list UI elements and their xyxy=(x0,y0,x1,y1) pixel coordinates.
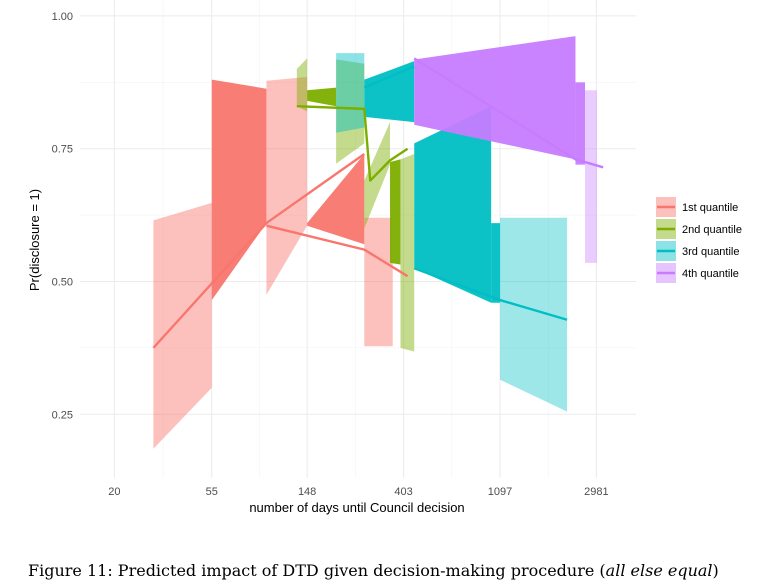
ribbon-series-1 xyxy=(307,154,365,245)
legend-label-3: 3rd quantile xyxy=(682,246,740,258)
ribbon-series-2 xyxy=(336,59,365,164)
line-series-4 xyxy=(413,57,604,169)
y-tick-label: 1.00 xyxy=(52,11,73,23)
x-tick-label: 403 xyxy=(394,486,412,498)
x-tick-label: 1097 xyxy=(488,486,512,498)
y-axis-title: Pr(disclosure = 1) xyxy=(27,189,42,291)
ribbon-series-4 xyxy=(575,82,585,165)
line-series-1 xyxy=(266,224,409,278)
legend: 1st quantile 2nd quantile 3rd quantile 4th … xyxy=(656,197,742,283)
y-axis-ticks: 0.25 0.50 0.75 1.00 xyxy=(52,11,73,421)
line-series-1 xyxy=(152,153,366,349)
caption-suffix: ) xyxy=(713,561,719,580)
ribbon-series-1 xyxy=(266,77,308,295)
line-series-3 xyxy=(363,65,415,89)
series-lines xyxy=(152,57,604,349)
ribbon-series-2 xyxy=(296,58,308,112)
ribbon-series-3 xyxy=(491,223,501,303)
legend-label-4: 4th quantile xyxy=(682,268,739,280)
ribbon-series-1 xyxy=(211,79,267,301)
ribbon-series-2 xyxy=(364,122,391,229)
line-series-2 xyxy=(296,105,409,182)
y-tick-label: 0.75 xyxy=(52,144,73,156)
ribbon-series-3 xyxy=(336,53,365,133)
ribbon-series-4 xyxy=(414,36,576,160)
caption-prefix: Figure 11: Predicted impact of DTD given… xyxy=(28,561,606,580)
uncertainty-bands xyxy=(153,36,597,449)
ribbon-series-2 xyxy=(390,159,401,265)
caption-italic: all else equal xyxy=(606,561,713,580)
x-axis-title: number of days until Council decision xyxy=(249,500,464,515)
ribbon-series-3 xyxy=(500,217,568,412)
ribbon-series-2 xyxy=(307,87,337,107)
x-tick-label: 148 xyxy=(298,486,316,498)
ribbon-series-1 xyxy=(364,217,393,347)
y-tick-label: 0.25 xyxy=(52,409,73,421)
y-tick-label: 0.50 xyxy=(52,276,73,288)
figure-caption: Figure 11: Predicted impact of DTD given… xyxy=(28,561,719,580)
x-axis-ticks: 20 55 148 403 1097 2981 xyxy=(108,486,608,498)
legend-label-2: 2nd quantile xyxy=(682,224,742,236)
line-series-3 xyxy=(413,267,568,321)
ribbon-series-3 xyxy=(364,61,415,123)
ribbon-series-1 xyxy=(153,202,212,449)
ribbon-series-3 xyxy=(414,106,492,303)
x-tick-label: 20 xyxy=(108,486,120,498)
x-tick-label: 55 xyxy=(206,486,218,498)
ribbon-series-4 xyxy=(584,90,597,263)
legend-label-1: 1st quantile xyxy=(682,202,738,214)
ribbon-series-2 xyxy=(400,154,415,352)
x-tick-label: 2981 xyxy=(584,486,608,498)
